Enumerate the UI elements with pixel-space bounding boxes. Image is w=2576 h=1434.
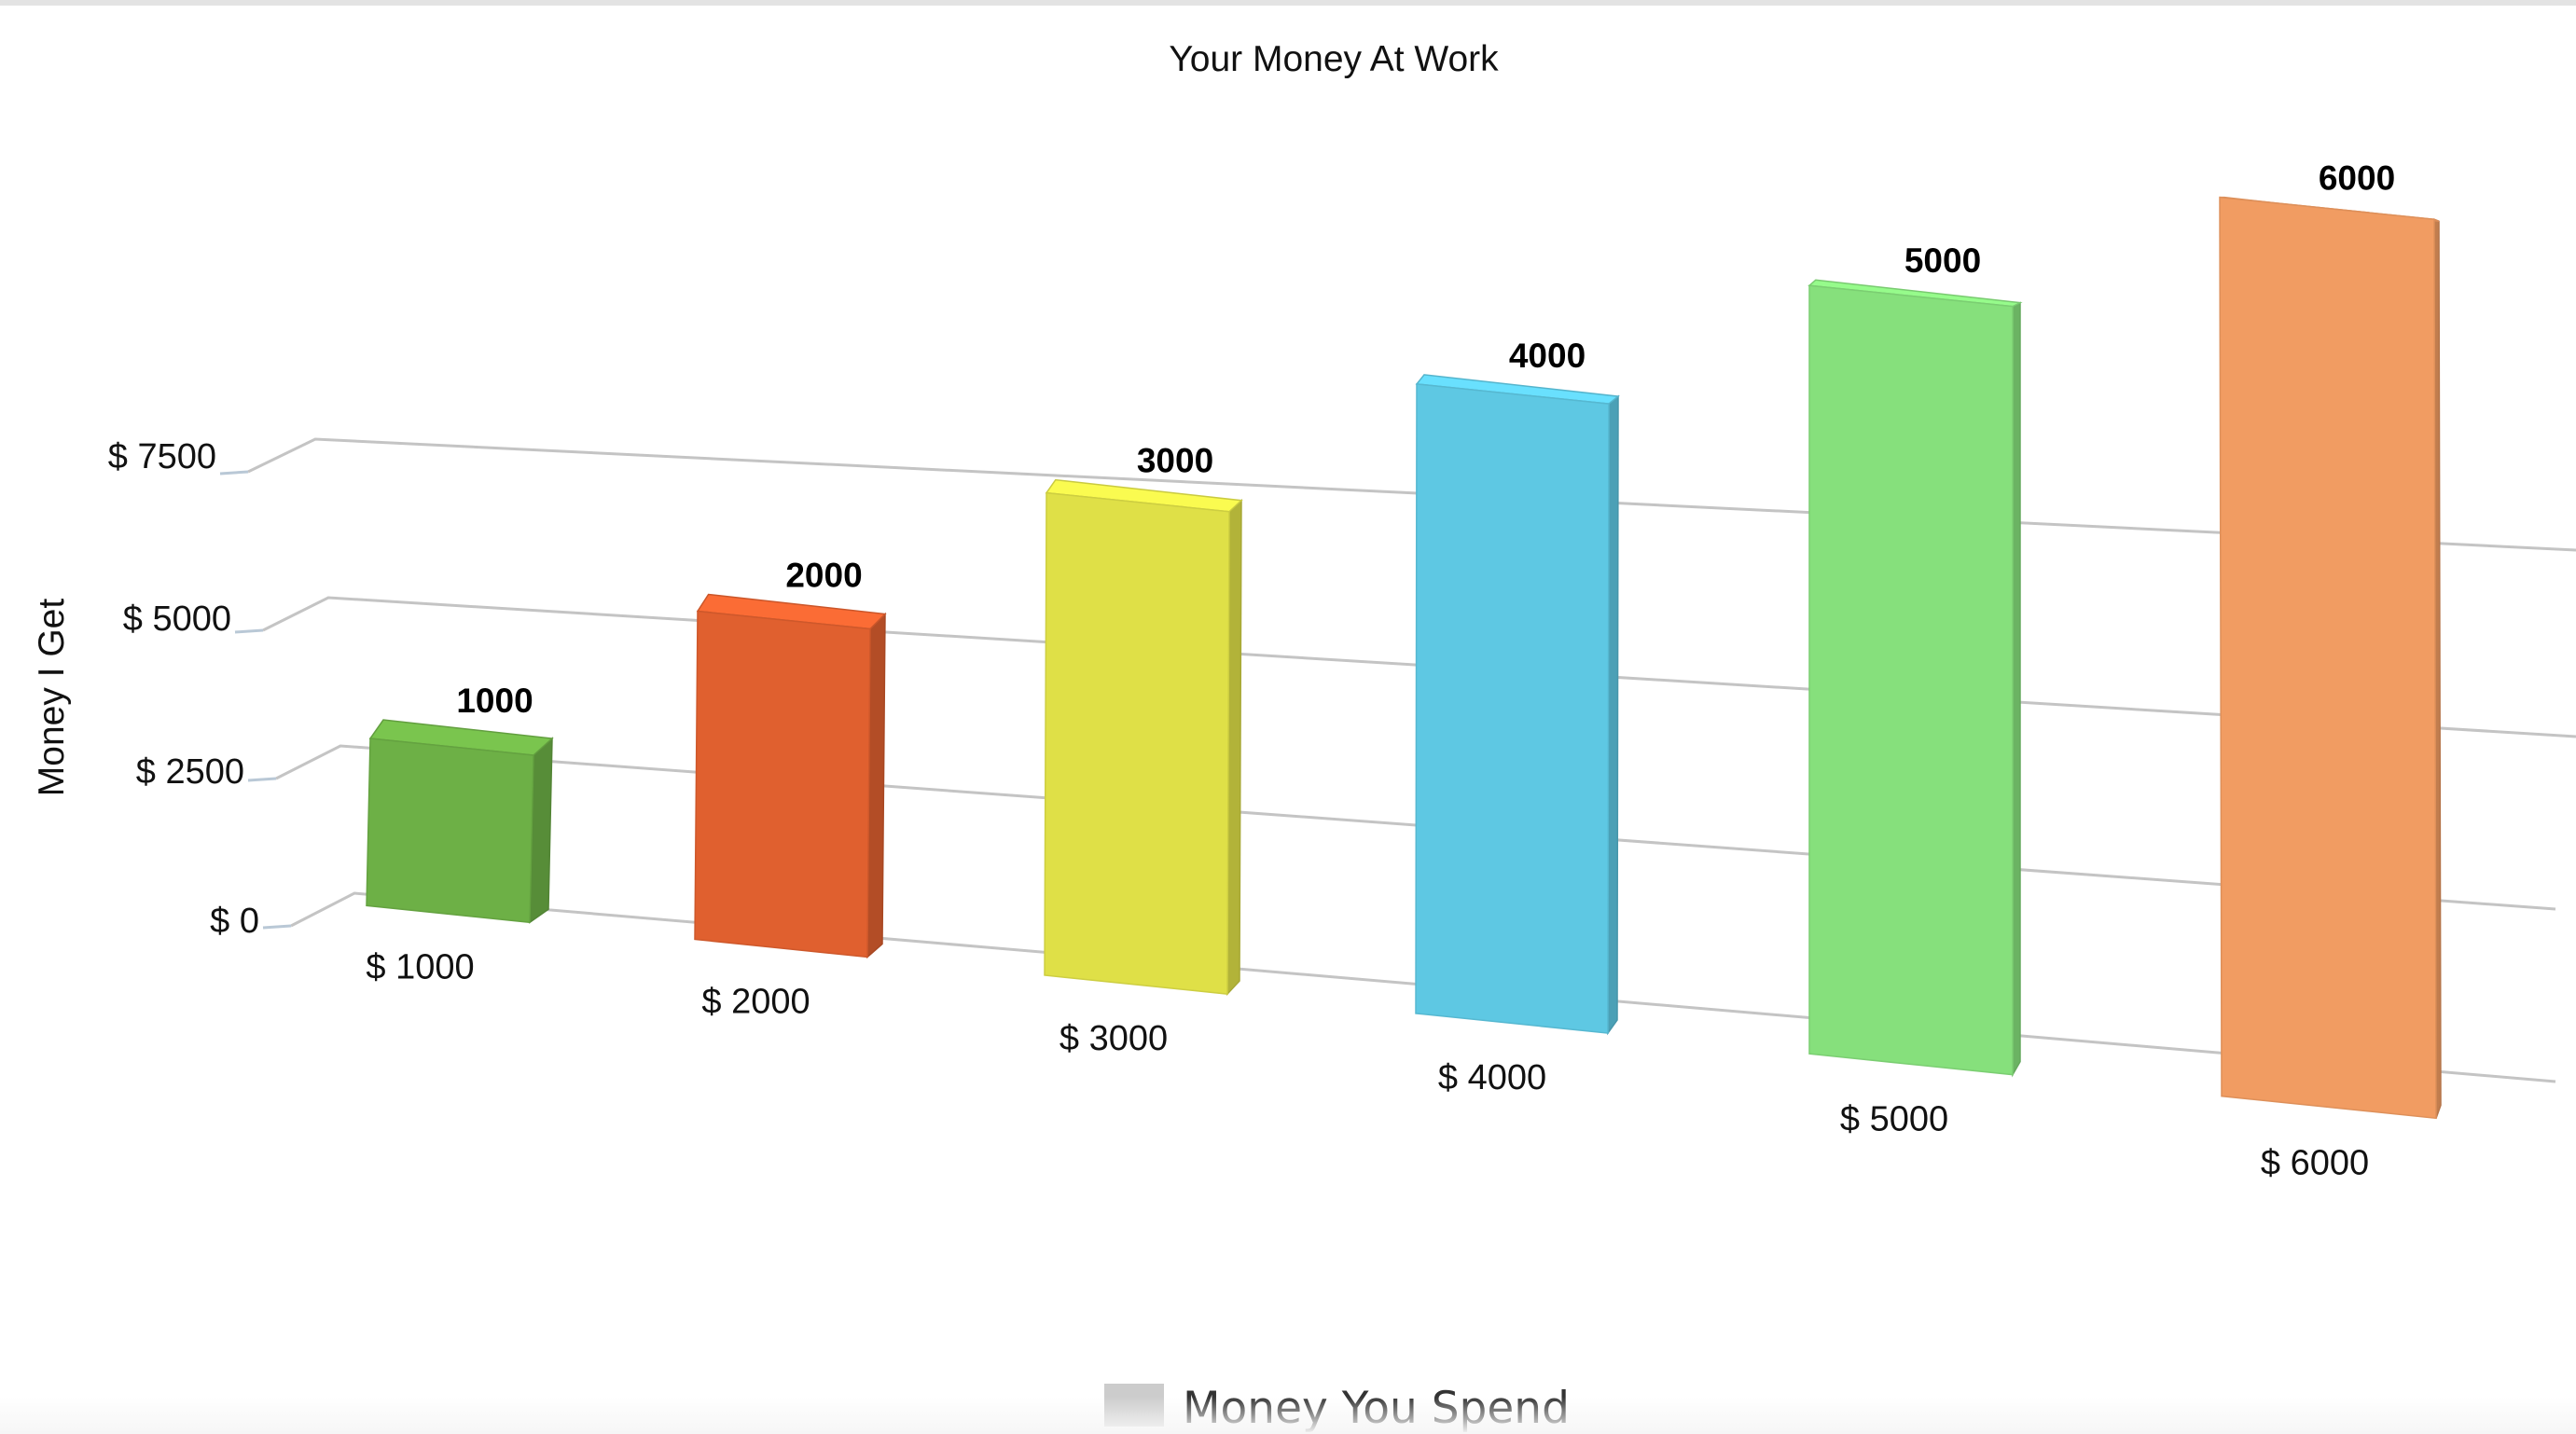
legend-background (0, 1397, 2576, 1434)
bar[interactable] (1044, 478, 1243, 997)
bar-side (2012, 301, 2021, 1078)
data-label: 5000 (1904, 241, 1981, 280)
data-label: 4000 (1509, 337, 1586, 375)
top-border (0, 0, 2576, 6)
x-tick-label: $ 3000 (1059, 1019, 1168, 1058)
x-axis-ticks: $ 1000 $ 2000 $ 3000 $ 4000 $ 5000 $ 6000 (366, 947, 2369, 1182)
bar-front (1044, 491, 1230, 995)
x-tick-label: $ 1000 (366, 947, 474, 986)
y-axis-ticks: $ 0 $ 2500 $ 5000 $ 7500 (108, 437, 259, 941)
bar[interactable] (1807, 279, 2023, 1078)
bar-front (1415, 383, 1610, 1034)
y-tick-mark (219, 470, 249, 476)
x-tick-label: $ 6000 (2261, 1143, 2369, 1182)
bar-front (1808, 284, 2014, 1076)
data-labels: 1000 2000 3000 4000 5000 6000 (456, 159, 2395, 720)
bar-side (1607, 394, 1619, 1036)
x-tick-label: $ 4000 (1438, 1058, 1546, 1097)
bars (366, 196, 2442, 1120)
y-tick-mark (247, 777, 277, 782)
chart-title: Your Money At Work (1169, 39, 1499, 79)
data-label: 1000 (456, 682, 533, 720)
data-label: 6000 (2319, 159, 2395, 198)
data-label: 3000 (1137, 442, 1213, 480)
x-tick-label: $ 5000 (1840, 1100, 1948, 1139)
bar[interactable] (2219, 196, 2442, 1120)
y-tick-label: $ 2500 (136, 752, 244, 792)
y-tick-label: $ 0 (210, 902, 259, 941)
y-tick-label: $ 7500 (108, 437, 216, 476)
bar[interactable] (1415, 374, 1620, 1036)
y-axis-title: Money I Get (32, 599, 72, 797)
x-tick-label: $ 2000 (701, 982, 810, 1021)
y-tick-mark (262, 924, 292, 930)
bar-front (2219, 196, 2437, 1120)
bar[interactable] (366, 719, 554, 924)
bar[interactable] (694, 593, 887, 959)
data-label: 2000 (785, 557, 862, 595)
bar-front (366, 738, 534, 924)
y-tick-label: $ 5000 (123, 600, 231, 639)
bar-front (694, 610, 871, 958)
y-tick-mark (234, 628, 264, 634)
